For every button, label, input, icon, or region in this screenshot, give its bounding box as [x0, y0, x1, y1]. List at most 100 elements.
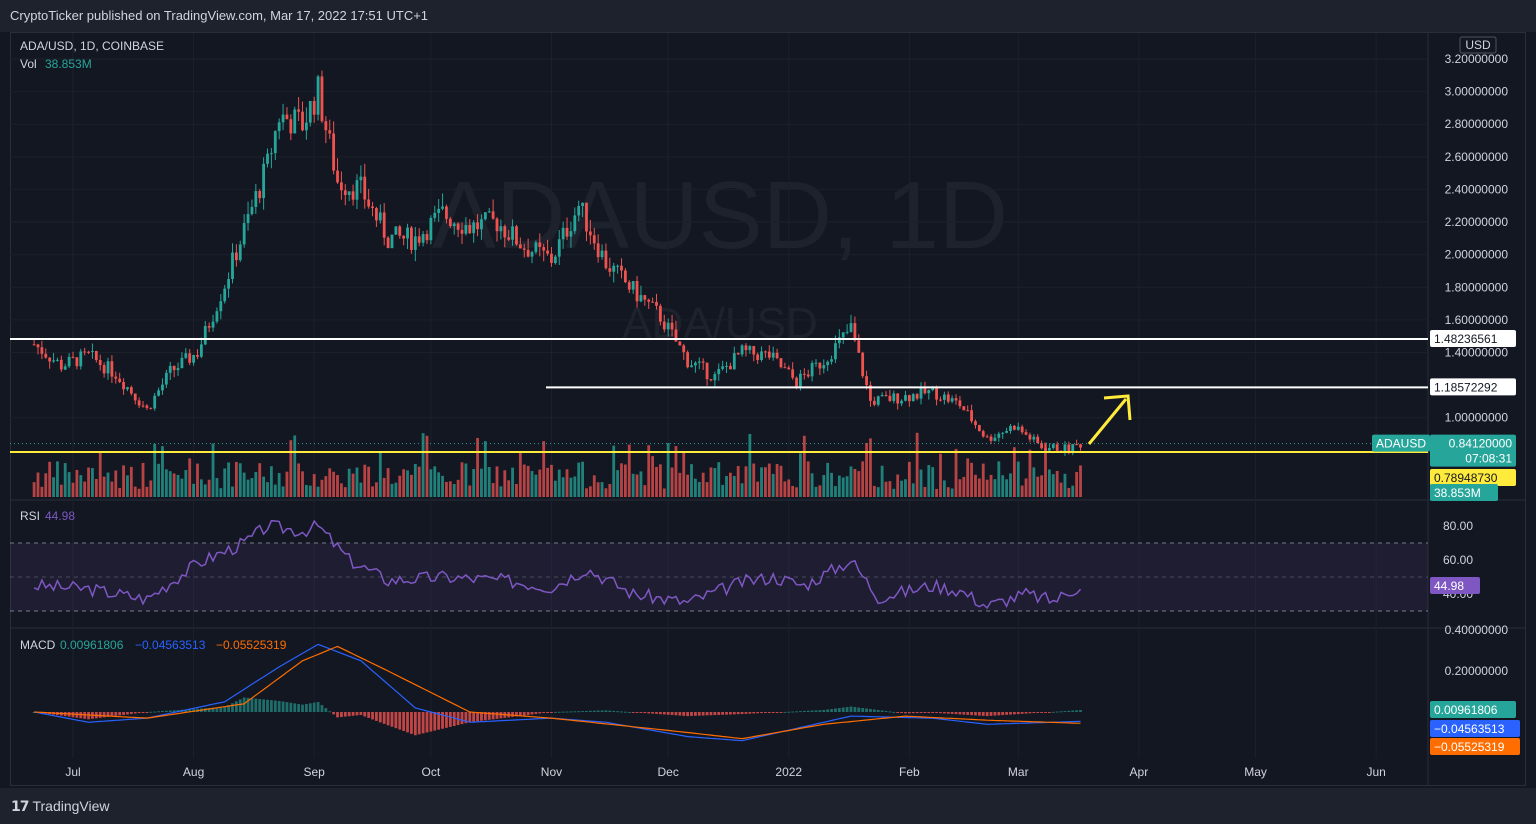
macd-histogram-bar — [869, 708, 872, 712]
arrow-annotation[interactable] — [1087, 394, 1132, 445]
volume-bar — [67, 472, 71, 497]
candle-body — [1051, 444, 1055, 448]
volume-bar — [775, 463, 779, 497]
macd-histogram-bar — [884, 710, 888, 712]
candle-body — [355, 180, 359, 200]
macd-histogram-bar — [429, 712, 433, 732]
candle-body — [472, 222, 476, 234]
candle-body — [250, 206, 254, 215]
resistance1-tag: 1.48236561 — [1434, 332, 1498, 346]
macd-histogram-bar — [783, 711, 787, 713]
symbol-legend[interactable]: ADA/USD, 1D, COINBASE — [20, 39, 164, 53]
time-tick-label: Oct — [422, 765, 441, 779]
macd-histogram-bar — [872, 709, 876, 712]
volume-bar — [518, 452, 522, 497]
macd-histogram-bar — [1075, 710, 1079, 712]
time-axis[interactable]: Jul Aug Sep Oct Nov Dec 2022 Feb Mar Apr May Jun — [65, 765, 1386, 779]
horizontal-levels[interactable] — [10, 338, 1428, 453]
macd-histogram-bar — [686, 712, 690, 717]
macd-histogram-bar — [281, 701, 285, 712]
volume-bar — [71, 482, 75, 497]
macd-histogram-bar — [538, 712, 542, 714]
candle-body — [63, 366, 67, 370]
candle-body — [729, 365, 732, 370]
volume-bar — [764, 467, 767, 497]
macd-histogram-bar — [1055, 711, 1059, 713]
macd-histogram-bar — [806, 710, 810, 712]
publish-header: CryptoTicker published on TradingView.co… — [0, 0, 1536, 32]
volume-bar — [215, 478, 219, 497]
volume-bar — [935, 488, 938, 497]
candle-body — [612, 265, 616, 272]
macd-histogram-bar — [810, 710, 814, 712]
candle-body — [752, 346, 756, 355]
macd-legend-v1: 0.00961806 — [60, 638, 124, 652]
macd-histogram-bar — [915, 712, 919, 714]
candle-body — [425, 234, 429, 241]
candle-body — [448, 218, 452, 227]
candle-body — [297, 109, 301, 112]
candle-body — [258, 191, 262, 199]
candle-body — [382, 212, 386, 238]
time-tick-label: Mar — [1008, 765, 1029, 779]
volume-bar — [1005, 479, 1008, 497]
volume-bar — [351, 473, 355, 497]
candle-body — [662, 321, 666, 330]
volume-bar — [375, 482, 378, 497]
macd-legend-label[interactable]: MACD — [20, 638, 56, 652]
macd-histogram-bar — [596, 710, 600, 712]
volume-bar — [145, 486, 149, 497]
volume-bar — [464, 463, 468, 497]
volume-bar — [312, 474, 316, 497]
macd-histogram-bar — [674, 712, 678, 716]
resistance1-tag-bg — [1430, 330, 1516, 348]
volume-bar — [530, 471, 534, 497]
candle-body — [351, 191, 355, 200]
volume-bar — [857, 471, 861, 497]
macd-histogram-bar — [406, 712, 409, 733]
currency-box[interactable] — [1459, 36, 1497, 54]
macd-histogram-bar — [522, 712, 526, 716]
volume-bar — [262, 476, 266, 497]
macd-histogram-bar — [1071, 710, 1075, 712]
candle-body — [880, 395, 884, 397]
volume-bar — [456, 479, 460, 497]
volume-bar — [386, 468, 390, 497]
macd-histogram-bar — [421, 712, 425, 734]
macd-histogram-bar — [678, 712, 682, 716]
price-axis[interactable]: 3.20000000 3.00000000 2.80000000 2.60000000… — [1443, 52, 1508, 678]
volume-bar — [472, 469, 476, 497]
volume-bar — [161, 446, 164, 497]
volume-bar — [989, 474, 993, 497]
candle-body — [981, 431, 985, 437]
rsi-legend-label[interactable]: RSI — [20, 509, 40, 523]
macd-histogram-bar — [172, 710, 176, 712]
macd-legend-v3: −0.05525319 — [216, 638, 287, 652]
volume-bar — [242, 472, 246, 497]
candle-body — [340, 182, 343, 191]
candle-body — [1005, 431, 1008, 433]
macd-histogram-bar — [164, 710, 168, 712]
macd-histogram-bar — [413, 712, 417, 736]
volume-bar — [141, 462, 145, 497]
candle-body — [884, 395, 888, 397]
tradingview-logo[interactable]: 17 TradingView — [11, 798, 110, 815]
chart-frame[interactable] — [10, 32, 1526, 786]
candle-body — [433, 212, 437, 218]
macd-histogram-bar — [740, 712, 744, 715]
candle-body — [962, 406, 966, 411]
macd-histogram-bar — [1036, 712, 1040, 713]
macd-histogram-bar — [297, 704, 301, 712]
macd-histogram-bar — [553, 711, 557, 713]
candle-body — [857, 340, 861, 353]
candle-body — [522, 248, 526, 250]
macd-histogram-bar — [849, 706, 853, 712]
macd-histogram-bar — [620, 711, 623, 713]
volume-bar — [137, 488, 141, 497]
candle-body — [764, 351, 767, 353]
candle-body — [892, 393, 896, 401]
macd-histogram-bar — [417, 712, 421, 735]
candle-body — [106, 361, 110, 374]
volume-bar — [305, 484, 308, 497]
